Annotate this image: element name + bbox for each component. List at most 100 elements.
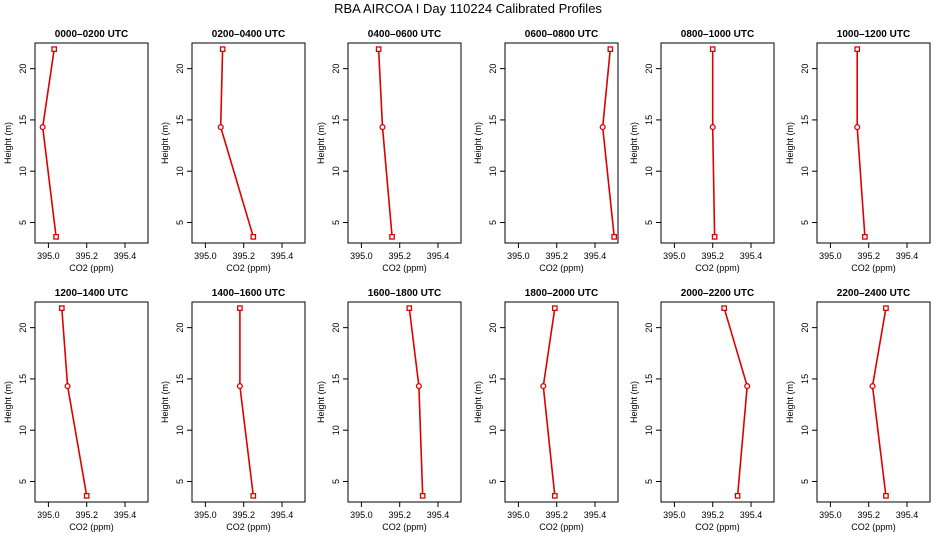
data-point: [709, 124, 716, 131]
y-tick-label: 5: [18, 479, 28, 484]
panel-title: 1200–1400 UTC: [55, 288, 128, 299]
data-point: [607, 46, 614, 53]
profile-panel-4: 0600–0800 UTC 395.0 395.2 395.4 5 10 15 20 CO2 (…: [473, 29, 619, 273]
data-point: [237, 305, 243, 312]
y-tick-label: 5: [175, 220, 185, 225]
y-tick-label: 15: [488, 374, 498, 384]
x-axis-label: CO2 (ppm): [382, 263, 427, 273]
data-point: [379, 124, 386, 131]
y-axis-label: Height (m): [629, 381, 639, 423]
plot-frame: [191, 301, 306, 503]
profile-panel-2: 0200–0400 UTC 395.0 395.2 395.4 5 10 15 20 CO2 (…: [160, 29, 306, 273]
y-tick-label: 15: [331, 374, 341, 384]
y-tick-label: 10: [331, 425, 341, 435]
series-line: [601, 49, 615, 237]
plot-frame: [191, 42, 306, 244]
x-axis-label: CO2 (ppm): [382, 522, 427, 532]
panel-title: 0200–0400 UTC: [212, 29, 285, 40]
data-point: [39, 124, 46, 131]
data-point: [721, 305, 728, 312]
x-tick-label: 395.4: [427, 251, 450, 261]
plot-frame: [816, 301, 931, 503]
x-axis-label: CO2 (ppm): [539, 522, 584, 532]
y-tick-label: 5: [644, 220, 654, 225]
x-tick-label: 395.0: [350, 251, 373, 261]
x-tick-label: 395.2: [545, 510, 568, 520]
y-axis-label: Height (m): [3, 381, 13, 423]
panel-title: 1000–1200 UTC: [837, 29, 910, 40]
panel-title: 0600–0800 UTC: [525, 29, 598, 40]
y-tick-label: 10: [175, 425, 185, 435]
x-tick-label: 395.0: [819, 510, 842, 520]
data-point: [236, 383, 243, 390]
x-tick-label: 395.2: [701, 510, 724, 520]
y-tick-label: 10: [488, 166, 498, 176]
y-tick-label: 15: [18, 374, 28, 384]
x-axis-label: CO2 (ppm): [695, 263, 740, 273]
y-tick-label: 10: [175, 166, 185, 176]
y-axis-label: Height (m): [473, 122, 483, 164]
y-tick-label: 20: [331, 323, 341, 333]
y-tick-label: 20: [18, 323, 28, 333]
series-line: [871, 308, 887, 496]
y-tick-label: 15: [331, 115, 341, 125]
x-tick-label: 395.4: [114, 510, 137, 520]
x-tick-label: 395.0: [350, 510, 373, 520]
data-point: [599, 124, 606, 131]
y-tick-label: 20: [18, 64, 28, 74]
y-tick-label: 5: [331, 220, 341, 225]
series-line: [219, 49, 255, 238]
y-tick-label: 5: [488, 479, 498, 484]
profile-panel-8: 1400–1600 UTC 395.0 395.2 395.4 5 10 15 20 CO2 (…: [160, 288, 306, 532]
y-tick-label: 20: [644, 64, 654, 74]
profile-panel-10: 1800–2000 UTC 395.0 395.2 395.4 5 10 15 20 CO2 (…: [473, 288, 619, 532]
panel-title: 1800–2000 UTC: [525, 288, 598, 299]
x-tick-label: 395.4: [114, 251, 137, 261]
x-tick-label: 395.4: [584, 510, 607, 520]
panel-title: 1600–1800 UTC: [368, 288, 441, 299]
data-point: [854, 124, 861, 131]
data-point: [217, 124, 224, 131]
plot-frame: [347, 42, 462, 244]
plot-frame: [347, 301, 462, 503]
y-tick-label: 15: [644, 115, 654, 125]
x-tick-label: 395.0: [819, 251, 842, 261]
x-tick-label: 395.2: [388, 251, 411, 261]
data-point: [869, 383, 876, 390]
plot-frame: [34, 42, 149, 244]
y-tick-label: 15: [800, 115, 810, 125]
data-point: [419, 492, 426, 499]
profile-panel-5: 0800–1000 UTC 395.0 395.2 395.4 5 10 15 20 CO2 (…: [629, 29, 775, 273]
y-tick-label: 15: [18, 115, 28, 125]
x-tick-label: 395.4: [896, 510, 919, 520]
series-line: [408, 308, 424, 496]
y-tick-label: 5: [644, 479, 654, 484]
y-axis-label: Height (m): [785, 381, 795, 423]
data-point: [862, 233, 868, 240]
x-axis-label: CO2 (ppm): [226, 263, 271, 273]
y-tick-label: 20: [175, 323, 185, 333]
y-tick-label: 10: [644, 425, 654, 435]
plot-frame: [660, 42, 775, 244]
y-axis-label: Height (m): [629, 122, 639, 164]
y-tick-label: 10: [18, 425, 28, 435]
series-line: [239, 308, 255, 496]
y-tick-label: 20: [800, 64, 810, 74]
series-line: [711, 49, 716, 237]
series-line: [41, 49, 57, 237]
data-point: [389, 233, 395, 240]
profile-panel-3: 0400–0600 UTC 395.0 395.2 395.4 5 10 15 20 CO2 (…: [316, 29, 462, 273]
y-tick-label: 20: [488, 64, 498, 74]
profile-panel-9: 1600–1800 UTC 395.0 395.2 395.4 5 10 15 20 CO2 (…: [316, 288, 462, 532]
x-axis-label: CO2 (ppm): [539, 263, 584, 273]
x-tick-label: 395.2: [232, 510, 255, 520]
data-point: [250, 233, 257, 240]
y-tick-label: 20: [488, 323, 498, 333]
y-axis-label: Height (m): [160, 122, 170, 164]
x-tick-label: 395.0: [507, 251, 530, 261]
data-point: [540, 383, 547, 390]
y-axis-label: Height (m): [473, 381, 483, 423]
panel-title: 2200–2400 UTC: [837, 288, 910, 299]
data-point: [51, 46, 58, 53]
x-tick-label: 395.2: [545, 251, 568, 261]
